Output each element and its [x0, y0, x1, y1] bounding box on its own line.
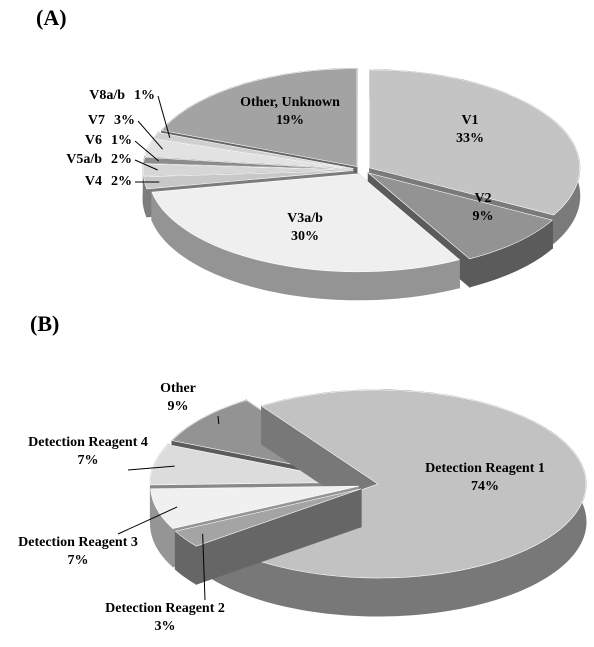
- slice: [174, 488, 362, 547]
- value-label: 33%: [456, 131, 484, 146]
- value-label: 2%: [111, 174, 132, 189]
- leader-line: [134, 159, 158, 171]
- slice-label: V2: [474, 191, 491, 206]
- value-label: 9%: [168, 399, 189, 414]
- leader-line: [127, 465, 175, 471]
- leader-line: [137, 120, 163, 150]
- slice: [368, 172, 554, 260]
- leader-line: [157, 95, 171, 138]
- value-label: 3%: [114, 113, 135, 128]
- slice: [151, 173, 460, 273]
- value-label: 9%: [473, 209, 494, 224]
- value-label: 7%: [78, 453, 99, 468]
- slice-label: Detection Reagent 4: [28, 435, 148, 450]
- value-label: 1%: [111, 133, 132, 148]
- leader-line: [217, 415, 220, 425]
- slice: [161, 68, 358, 167]
- leader-line: [202, 533, 206, 601]
- slice-label: Detection Reagent 3: [18, 535, 138, 550]
- slice-label: Other: [160, 381, 196, 396]
- slice-label: V3a/b: [287, 211, 323, 226]
- slice-label: Other, Unknown: [240, 95, 340, 110]
- slice-label: V1: [461, 113, 478, 128]
- value-label: 2%: [111, 152, 132, 167]
- leader-line: [117, 506, 178, 535]
- slice-label: V6: [85, 133, 102, 148]
- value-label: 74%: [471, 479, 499, 494]
- slice: [143, 170, 354, 190]
- value-label: 7%: [68, 553, 89, 568]
- value-label: 3%: [155, 619, 176, 634]
- value-label: 1%: [134, 88, 155, 103]
- chart-title: (B): [30, 311, 59, 336]
- slice: [150, 444, 359, 486]
- leader-line: [134, 140, 159, 162]
- slice: [150, 485, 359, 529]
- value-label: 30%: [291, 229, 319, 244]
- slice-label: Detection Reagent 2: [105, 601, 225, 616]
- slice-label: V7: [88, 113, 105, 128]
- value-label: 19%: [276, 113, 304, 128]
- chart-title: (A): [36, 5, 67, 30]
- slice: [369, 69, 581, 216]
- slice-label: Detection Reagent 1: [425, 461, 545, 476]
- slice-label: V8a/b: [89, 88, 125, 103]
- slice-label: V5a/b: [66, 152, 102, 167]
- slice-label: V4: [85, 174, 102, 189]
